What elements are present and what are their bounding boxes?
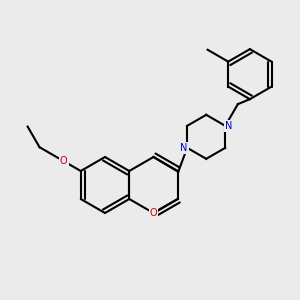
Text: N: N [181, 143, 188, 153]
Text: O: O [60, 156, 68, 166]
Text: N: N [225, 121, 232, 131]
Text: O: O [150, 208, 157, 218]
Text: O: O [150, 208, 157, 218]
